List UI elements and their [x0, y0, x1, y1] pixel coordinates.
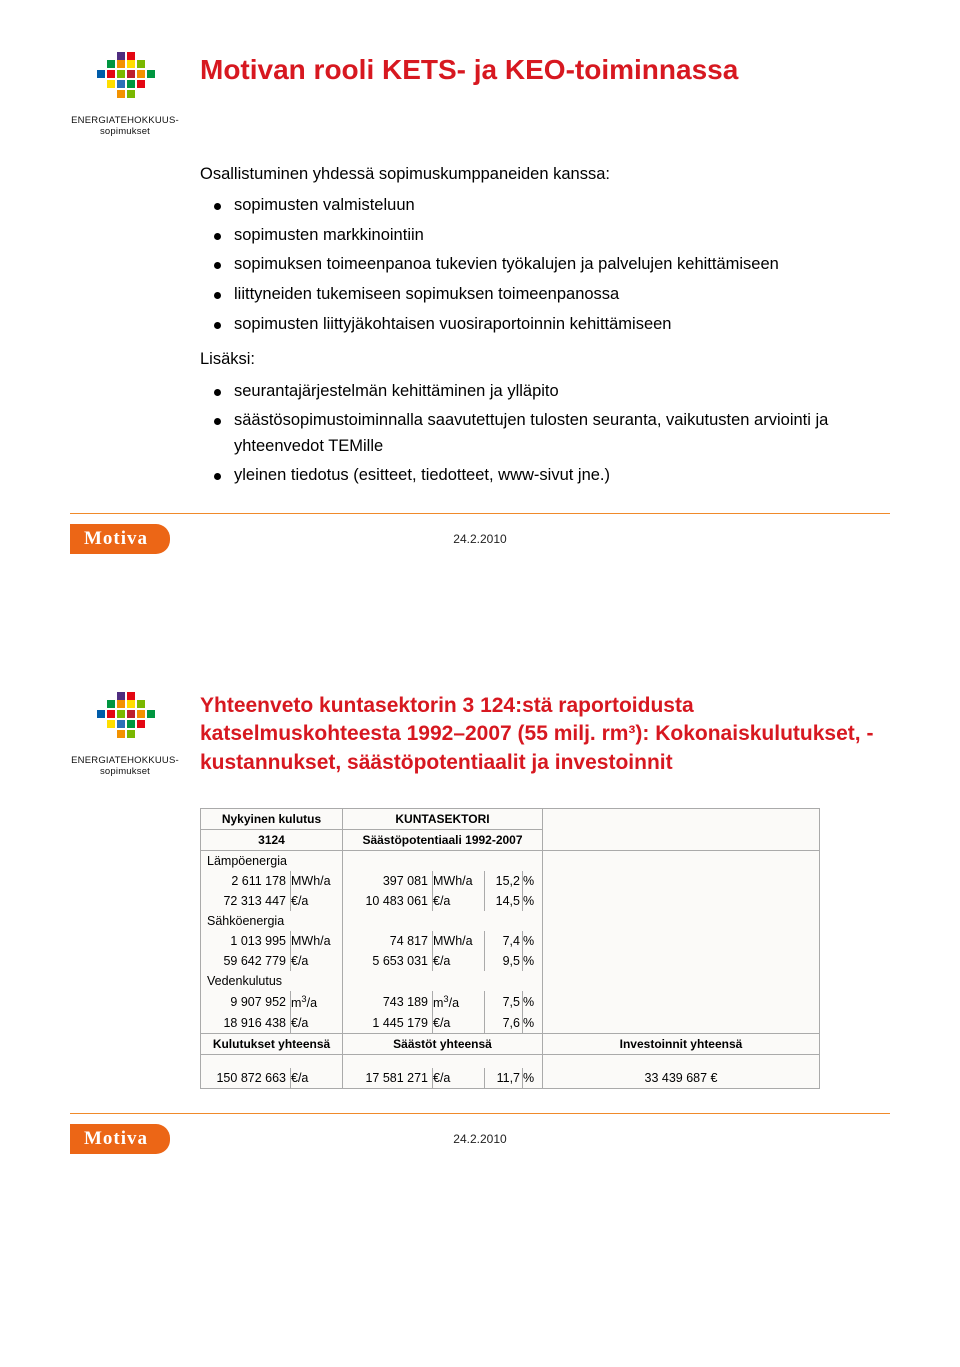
divider-orange [70, 1113, 890, 1114]
slide2-title: Yhteenveto kuntasektorin 3 124:stä rapor… [200, 692, 890, 777]
bullet-item: säästösopimustoiminnalla saavutettujen t… [200, 408, 890, 459]
bullet-item: liittyneiden tukemiseen sopimuksen toime… [200, 282, 890, 308]
th-left-1: Nykyinen kulutus [201, 808, 343, 829]
table-category: Vedenkulutus [201, 971, 343, 991]
totals-row: 150 872 663€/a17 581 271€/a11,7%33 439 6… [201, 1068, 820, 1089]
motiva-badge: Motiva [70, 524, 170, 554]
logo-caption-l1: ENERGIATEHOKKUUS- [71, 755, 179, 766]
logo-block: ENERGIATEHOKKUUS- sopimukset [70, 690, 180, 778]
table-row: 1 013 995MWh/a74 817MWh/a7,4% [201, 931, 820, 951]
slide2-date: 24.2.2010 [453, 1132, 506, 1146]
summary-center: Säästöt yhteensä [343, 1033, 543, 1054]
slide1-mid: Lisäksi: [200, 347, 890, 373]
table-category: Lämpöenergia [201, 850, 343, 871]
slide2-header: ENERGIATEHOKKUUS- sopimukset Yhteenveto … [70, 690, 890, 778]
slide1-header: ENERGIATEHOKKUUS- sopimukset Motivan roo… [70, 50, 890, 138]
slide1-intro: Osallistuminen yhdessä sopimuskumppaneid… [200, 162, 890, 188]
table-row: 72 313 447€/a10 483 061€/a14,5% [201, 891, 820, 911]
motiva-badge: Motiva [70, 1124, 170, 1154]
table-row: 2 611 178MWh/a397 081MWh/a15,2% [201, 871, 820, 891]
bullet-item: sopimusten valmisteluun [200, 193, 890, 219]
table-row: 9 907 952m3/a743 189m3/a7,5% [201, 991, 820, 1013]
slide2-footer: Motiva 24.2.2010 [70, 1124, 890, 1154]
slide1-date: 24.2.2010 [453, 532, 506, 546]
energia-logo-icon [93, 690, 157, 744]
logo-caption: ENERGIATEHOKKUUS- sopimukset [70, 755, 180, 778]
slide1-list1: sopimusten valmisteluun sopimusten markki… [200, 193, 890, 337]
bullet-item: yleinen tiedotus (esitteet, tiedotteet, … [200, 463, 890, 489]
bullet-item: sopimusten liittyjäkohtaisen vuosiraport… [200, 312, 890, 338]
th-left-2: 3124 [201, 829, 343, 850]
slide1-title: Motivan rooli KETS- ja KEO-toiminnassa [200, 52, 890, 87]
slide-2: ENERGIATEHOKKUUS- sopimukset Yhteenveto … [0, 640, 960, 1320]
table-wrap: Nykyinen kulutus KUNTASEKTORI 3124 Sääst… [200, 808, 820, 1090]
bullet-item: seurantajärjestelmän kehittäminen ja yll… [200, 379, 890, 405]
logo-caption: ENERGIATEHOKKUUS- sopimukset [70, 115, 180, 138]
divider-orange [70, 513, 890, 514]
logo-caption-l1: ENERGIATEHOKKUUS- [71, 115, 179, 126]
logo-block: ENERGIATEHOKKUUS- sopimukset [70, 50, 180, 138]
energia-logo-icon [93, 50, 157, 104]
summary-left: Kulutukset yhteensä [201, 1033, 343, 1054]
th-right-blank [543, 808, 820, 850]
table-row: 18 916 438€/a1 445 179€/a7,6% [201, 1013, 820, 1034]
slide-1: ENERGIATEHOKKUUS- sopimukset Motivan roo… [0, 0, 960, 640]
savings-table: Nykyinen kulutus KUNTASEKTORI 3124 Sääst… [200, 808, 820, 1090]
table-row: 59 642 779€/a5 653 031€/a9,5% [201, 951, 820, 971]
bullet-item: sopimusten markkinointiin [200, 223, 890, 249]
slide1-list2: seurantajärjestelmän kehittäminen ja yll… [200, 379, 890, 489]
slide1-content: Osallistuminen yhdessä sopimuskumppaneid… [200, 162, 890, 489]
th-center-1: KUNTASEKTORI [343, 808, 543, 829]
table-category: Sähköenergia [201, 911, 343, 931]
logo-caption-l2: sopimukset [100, 126, 150, 137]
bullet-item: sopimuksen toimeenpanoa tukevien työkalu… [200, 252, 890, 278]
summary-right: Investoinnit yhteensä [543, 1033, 820, 1054]
slide1-footer: Motiva 24.2.2010 [70, 524, 890, 554]
logo-caption-l2: sopimukset [100, 766, 150, 777]
th-center-2: Säästöpotentiaali 1992-2007 [343, 829, 543, 850]
